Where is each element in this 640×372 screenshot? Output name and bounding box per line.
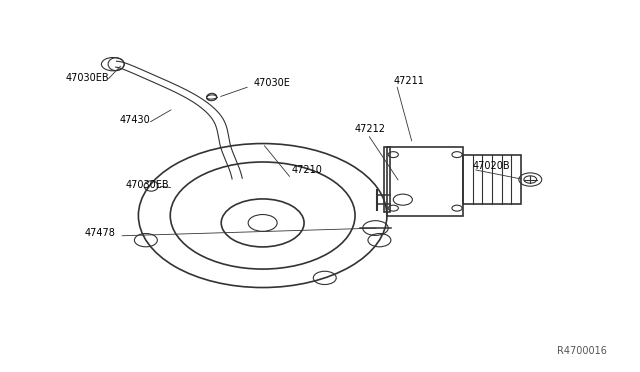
Text: 47030EB: 47030EB — [125, 180, 169, 190]
Bar — [384, 147, 390, 212]
Text: 47030E: 47030E — [253, 78, 290, 88]
Text: 47020B: 47020B — [473, 161, 511, 171]
Text: 47430: 47430 — [119, 115, 150, 125]
Text: 47211: 47211 — [394, 77, 424, 86]
Text: 47478: 47478 — [84, 228, 115, 238]
Text: R4700016: R4700016 — [557, 346, 607, 356]
Text: 47210: 47210 — [291, 165, 322, 175]
Bar — [463, 155, 521, 205]
Text: 47030EB: 47030EB — [65, 73, 109, 83]
Text: 47212: 47212 — [355, 125, 386, 134]
